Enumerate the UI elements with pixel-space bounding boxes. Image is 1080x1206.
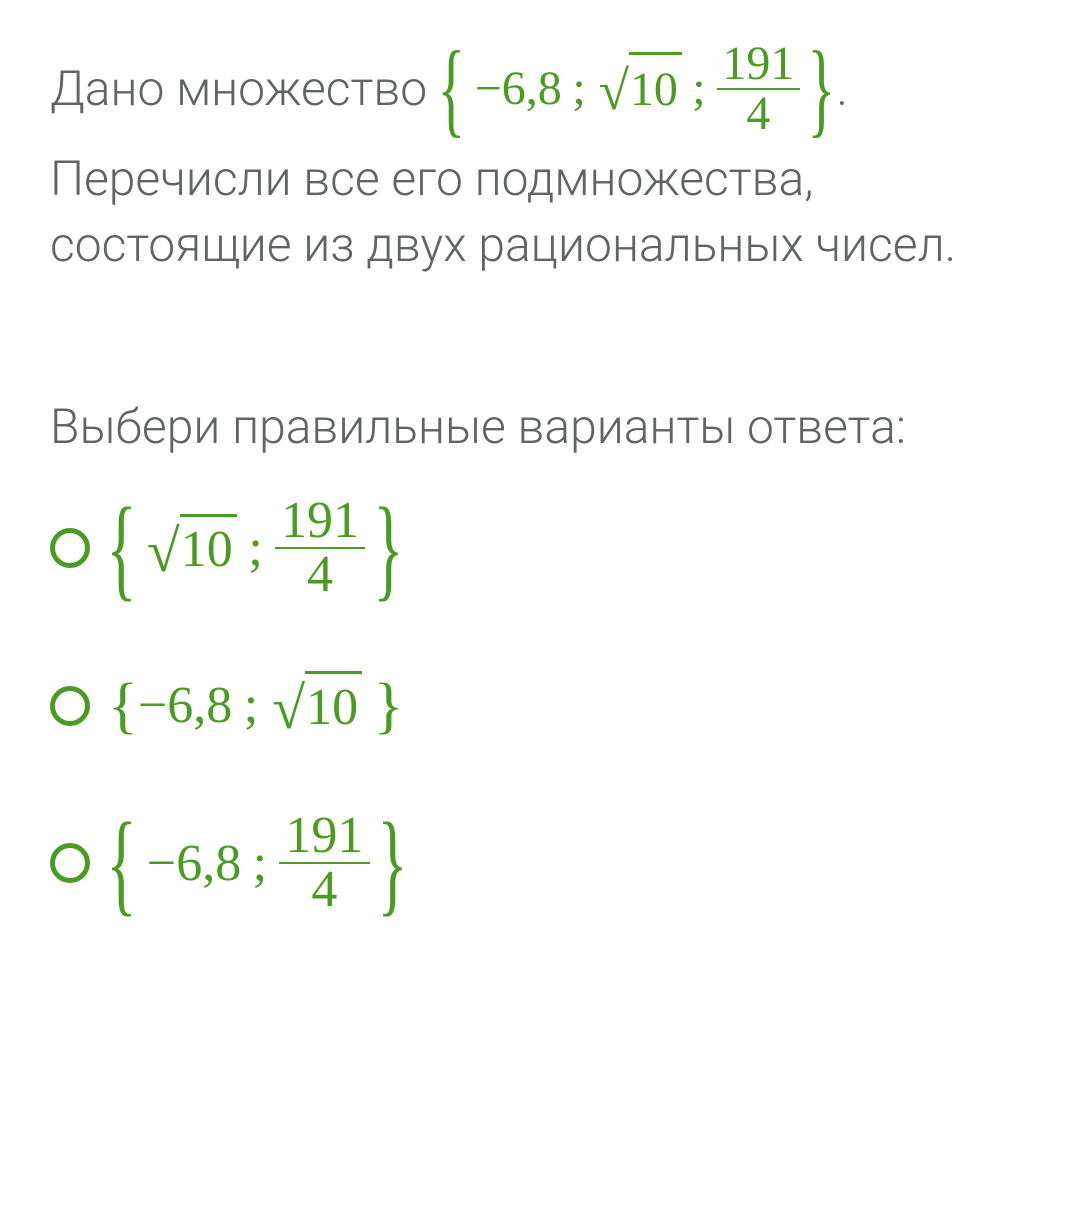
option-1-member-2: 191 4 [275,495,365,601]
option-2-set: { −6,8 ; √ 10 } [108,671,404,740]
right-brace-icon: } [807,52,835,126]
body-line-2: состоящие из двух рациональных чисел. [50,212,1030,278]
radicand: 10 [629,52,682,127]
right-brace-icon: } [378,823,408,903]
radicand: 10 [180,514,237,583]
options-list: { √ 10 ; 191 4 } { −6,8 ; √ 10 } [50,495,1030,916]
option-1-set: { √ 10 ; 191 4 } [108,495,402,601]
question-lead: Дано множество { −6,8 ; √ 10 ; 191 4 } . [50,40,1030,138]
left-brace-icon: { [438,52,466,126]
radio-icon[interactable] [50,843,90,883]
separator: ; [253,834,267,893]
option-2[interactable]: { −6,8 ; √ 10 } [50,671,1030,740]
period: . [836,57,847,122]
radicand: 10 [305,671,362,740]
separator: ; [692,57,705,122]
fraction-denominator: 4 [301,549,339,601]
set-member-1: −6,8 [475,57,562,122]
radical-icon: √ [272,674,305,743]
option-2-member-1: −6,8 [138,676,232,735]
fraction-numerator: 191 [275,495,365,549]
question-body: Перечисли все его подмножества, состоящи… [50,146,1030,278]
option-2-member-2: √ 10 [272,671,362,740]
fraction-numerator: 191 [717,40,801,90]
separator: ; [244,676,258,735]
fraction-denominator: 4 [305,864,343,916]
option-3-member-2: 191 4 [279,810,369,916]
separator: ; [248,519,262,578]
left-brace-icon: { [107,508,137,588]
option-1-member-1: √ 10 [147,514,237,583]
answer-prompt: Выбери правильные варианты ответа: [50,398,1030,455]
body-line-1: Перечисли все его подмножества, [50,146,1030,212]
option-1[interactable]: { √ 10 ; 191 4 } [50,495,1030,601]
radio-icon[interactable] [50,528,90,568]
left-brace-icon: { [108,684,138,728]
option-3-member-1: −6,8 [147,834,241,893]
separator: ; [572,57,585,122]
given-set: { −6,8 ; √ 10 ; 191 4 } [439,40,834,138]
fraction-numerator: 191 [279,810,369,864]
set-member-2: √ 10 [599,52,682,127]
option-3[interactable]: { −6,8 ; 191 4 } [50,810,1030,916]
lead-text: Дано множество [50,57,427,122]
left-brace-icon: { [107,823,137,903]
right-brace-icon: } [374,684,404,728]
radio-icon[interactable] [50,686,90,726]
right-brace-icon: } [373,508,403,588]
radical-icon: √ [599,54,629,129]
set-member-3: 191 4 [717,40,801,138]
fraction-denominator: 4 [741,90,777,138]
lead-row: Дано множество { −6,8 ; √ 10 ; 191 4 } . [50,40,1030,138]
option-3-set: { −6,8 ; 191 4 } [108,810,406,916]
radical-icon: √ [147,517,180,586]
